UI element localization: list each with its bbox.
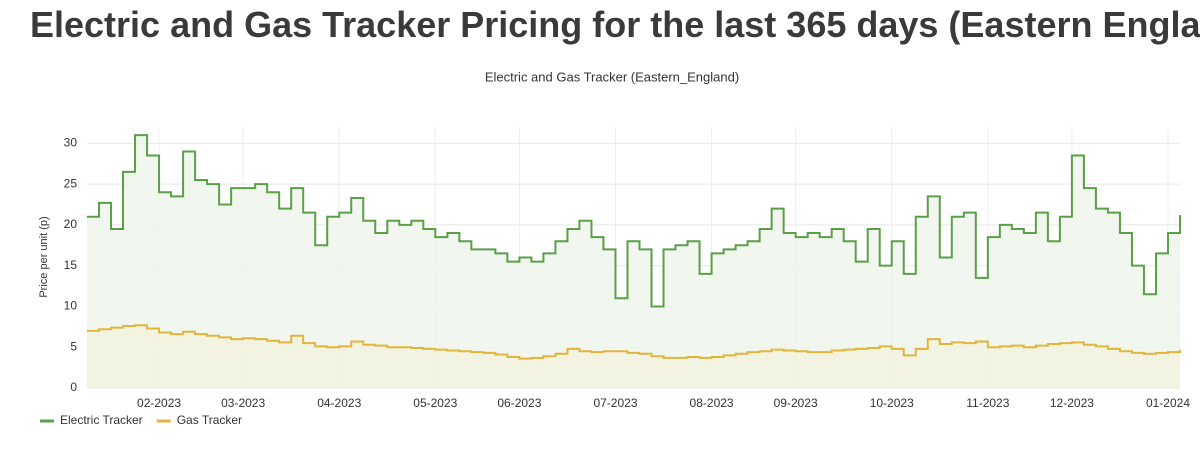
y-tick-label: 20 (64, 217, 78, 231)
x-tick-label: 12-2023 (1050, 396, 1094, 410)
x-tick-label: 05-2023 (413, 396, 457, 410)
y-tick-label: 5 (70, 339, 77, 353)
chart-title: Electric and Gas Tracker (Eastern_Englan… (485, 69, 739, 84)
x-tick-label: 02-2023 (137, 396, 181, 410)
x-tick-label: 08-2023 (690, 396, 734, 410)
y-tick-label: 0 (70, 380, 77, 394)
series-area (87, 325, 1180, 388)
x-tick-label: 10-2023 (870, 396, 914, 410)
legend-label: Gas Tracker (177, 413, 242, 427)
x-tick-label: 07-2023 (593, 396, 637, 410)
series-line (87, 134, 1181, 308)
x-tick-label: 06-2023 (497, 396, 541, 410)
x-tick-label: 01-2024 (1146, 396, 1190, 410)
page-title: Electric and Gas Tracker Pricing for the… (30, 4, 1200, 45)
y-tick-label: 30 (64, 135, 78, 149)
x-tick-label: 04-2023 (317, 396, 361, 410)
legend-label: Electric Tracker (60, 413, 143, 427)
x-tick-label: 09-2023 (774, 396, 818, 410)
y-tick-label: 15 (64, 258, 78, 272)
y-tick-label: 10 (64, 299, 78, 313)
x-tick-label: 03-2023 (221, 396, 265, 410)
series-line (87, 324, 1181, 360)
y-axis-label: Price per unit (p) (38, 216, 50, 297)
x-tick-label: 11-2023 (966, 396, 1009, 410)
y-tick-label: 25 (64, 176, 78, 190)
